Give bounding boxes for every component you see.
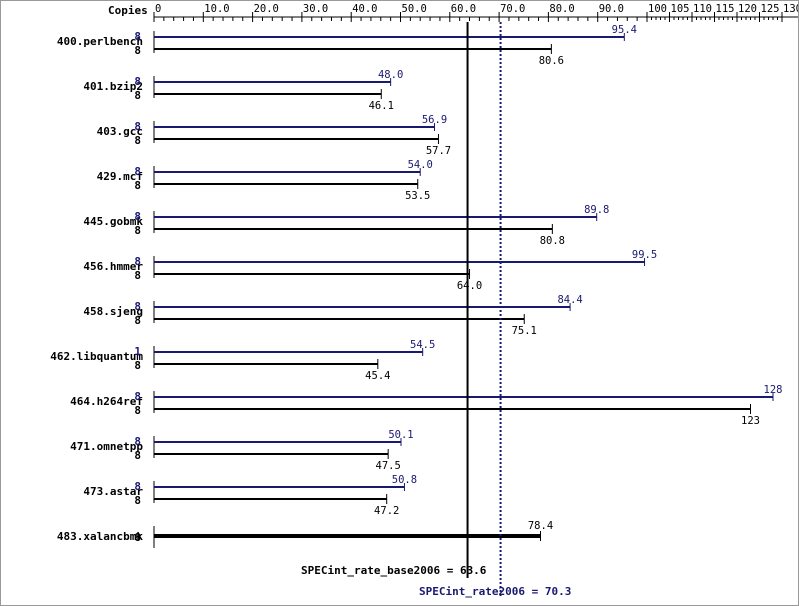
tick-label: 10.0 bbox=[204, 3, 229, 15]
peak-copies: 8 bbox=[134, 120, 141, 133]
tick-label: 110 bbox=[693, 3, 712, 15]
tick-label: 0 bbox=[155, 3, 161, 15]
tick-label: 130 bbox=[783, 3, 798, 15]
base-copies: 8 bbox=[134, 134, 141, 147]
base-copies: 8 bbox=[134, 179, 141, 192]
tick-label: 125 bbox=[761, 3, 780, 15]
peak-value-label: 50.1 bbox=[388, 429, 413, 441]
benchmark-name: 458.sjeng bbox=[83, 305, 143, 318]
base-value-label: 80.6 bbox=[539, 55, 564, 67]
benchmark-name: 429.mcf bbox=[97, 170, 143, 183]
peak-value-label: 84.4 bbox=[557, 294, 582, 306]
tick-label: 90.0 bbox=[599, 3, 624, 15]
base-value-label: 45.4 bbox=[365, 370, 390, 382]
peak-copies: 8 bbox=[134, 435, 141, 448]
peak-value-label: 54.0 bbox=[408, 159, 433, 171]
base-value-label: 57.7 bbox=[426, 145, 451, 157]
peak-value-label: 99.5 bbox=[632, 249, 657, 261]
benchmark-name: 471.omnetpp bbox=[70, 440, 143, 453]
base-copies: 8 bbox=[134, 314, 141, 327]
base-copies: 8 bbox=[134, 269, 141, 282]
peak-copies: 1 bbox=[134, 345, 141, 358]
benchmark-name: 445.gobmk bbox=[83, 215, 143, 228]
benchmark-name: 464.h264ref bbox=[70, 395, 143, 408]
tick-label: 100 bbox=[648, 3, 667, 15]
tick-label: 115 bbox=[716, 3, 735, 15]
tick-label: 80.0 bbox=[549, 3, 574, 15]
tick-label: 120 bbox=[738, 3, 757, 15]
peak-copies: 8 bbox=[134, 30, 141, 43]
tick-label: 20.0 bbox=[254, 3, 279, 15]
peak-value-label: 95.4 bbox=[612, 24, 637, 36]
peak-value-label: 54.5 bbox=[410, 339, 435, 351]
base-copies: 8 bbox=[134, 531, 141, 544]
benchmark-name: 483.xalancbmk bbox=[57, 530, 143, 543]
axis-title: Copies bbox=[108, 4, 148, 17]
tick-label: 50.0 bbox=[402, 3, 427, 15]
peak-value-label: 89.8 bbox=[584, 204, 609, 216]
peak-value-label: 48.0 bbox=[378, 69, 403, 81]
tick-label: 70.0 bbox=[500, 3, 525, 15]
base-value-label: 80.8 bbox=[540, 235, 565, 247]
base-copies: 8 bbox=[134, 359, 141, 372]
base-value-label: 47.2 bbox=[374, 505, 399, 517]
benchmark-name: 462.libquantum bbox=[50, 350, 143, 363]
base-value-label: 75.1 bbox=[512, 325, 537, 337]
base-copies: 8 bbox=[134, 44, 141, 57]
benchmark-name: 403.gcc bbox=[97, 125, 143, 138]
base-copies: 8 bbox=[134, 224, 141, 237]
peak-copies: 8 bbox=[134, 75, 141, 88]
peak-copies: 8 bbox=[134, 390, 141, 403]
peak-value-label: 128 bbox=[764, 384, 783, 396]
base-value-label: 53.5 bbox=[405, 190, 430, 202]
base-value-label: 78.4 bbox=[528, 520, 553, 532]
base-value-label: 47.5 bbox=[376, 460, 401, 472]
peak-value-label: 56.9 bbox=[422, 114, 447, 126]
base-value-label: 64.0 bbox=[457, 280, 482, 292]
peak-metric-label: SPECint_rate2006 = 70.3 bbox=[419, 585, 571, 598]
base-copies: 8 bbox=[134, 449, 141, 462]
axis-ticks: 0 10.0 20.0 30.0 40.0 50.0 60.0 70.0 80.0 90.0 100… bbox=[153, 3, 798, 22]
peak-copies: 8 bbox=[134, 300, 141, 313]
base-copies: 8 bbox=[134, 404, 141, 417]
peak-copies: 8 bbox=[134, 480, 141, 493]
base-copies: 8 bbox=[134, 494, 141, 507]
benchmark-name: 401.bzip2 bbox=[83, 80, 143, 93]
base-copies: 8 bbox=[134, 89, 141, 102]
benchmark-name: 456.hmmer bbox=[83, 260, 143, 273]
benchmark-name: 400.perlbench bbox=[57, 35, 143, 48]
reference-lines: SPECint_rate_base2006 = 63.6 SPECint_rate… bbox=[301, 22, 571, 598]
peak-copies: 8 bbox=[134, 165, 141, 178]
tick-label: 60.0 bbox=[451, 3, 476, 15]
base-value-label: 123 bbox=[741, 415, 760, 427]
base-metric-label: SPECint_rate_base2006 = 63.6 bbox=[301, 564, 487, 577]
tick-label: 30.0 bbox=[303, 3, 328, 15]
peak-copies: 8 bbox=[134, 210, 141, 223]
peak-copies: 8 bbox=[134, 255, 141, 268]
benchmark-name: 473.astar bbox=[83, 485, 143, 498]
base-value-label: 46.1 bbox=[369, 100, 394, 112]
tick-label: 105 bbox=[671, 3, 690, 15]
tick-label: 40.0 bbox=[352, 3, 377, 15]
peak-value-label: 50.8 bbox=[392, 474, 417, 486]
